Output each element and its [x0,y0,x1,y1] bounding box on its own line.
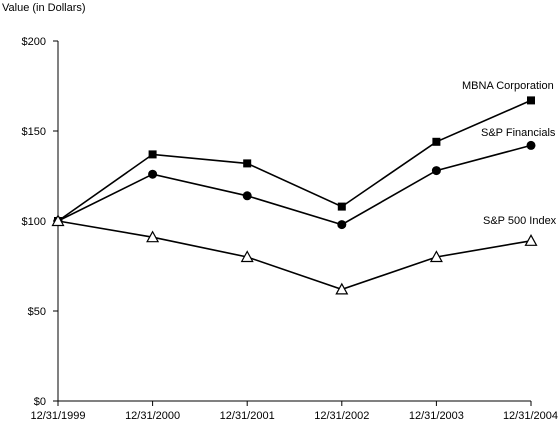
data-point [524,234,538,246]
data-point [337,202,346,211]
data-point [335,282,349,295]
x-axis: 12/31/1999 12/31/2000 12/31/2001 12/31/2002… [30,400,558,422]
series-label: MBNA Corporation [462,80,554,92]
data-point [51,214,65,227]
x-tick-label: 12/31/2002 [314,410,369,422]
y-axis: $0 $50 $100 $150 $200 [22,36,59,408]
data-point [242,191,252,201]
x-tick-label: 12/31/1999 [30,410,85,422]
data-point [432,137,441,146]
series-line [57,144,532,226]
data-point [146,230,160,243]
x-tick-label: 12/31/2004 [503,410,558,422]
y-tick-label: $0 [34,396,46,408]
y-tick-label: $150 [22,126,46,138]
y-tick-label: $50 [28,306,46,318]
data-point [240,250,254,263]
series-line [57,220,532,291]
x-tick-label: 12/31/2001 [220,410,275,422]
data-point [526,140,536,150]
series-label: S&P Financials [481,127,556,139]
series-line [57,99,532,222]
series-group: MBNA Corporation S&P Financials S&P 500 In… [51,80,557,295]
y-axis-title: Value (in Dollars) [2,2,86,14]
y-tick-label: $100 [22,216,46,228]
series-1: S&P Financials [53,127,556,230]
series-label: S&P 500 Index [483,215,557,227]
data-point [337,220,347,230]
data-point [527,96,535,105]
series-0: MBNA Corporation [54,80,554,225]
y-tick-label: $200 [22,36,46,48]
data-point [148,169,158,179]
data-point [431,166,441,176]
data-point [243,159,252,168]
data-point [148,150,157,159]
data-point [429,250,443,263]
x-tick-label: 12/31/2000 [125,410,180,422]
series-2: S&P 500 Index [51,214,557,295]
x-tick-label: 12/31/2003 [409,410,464,422]
